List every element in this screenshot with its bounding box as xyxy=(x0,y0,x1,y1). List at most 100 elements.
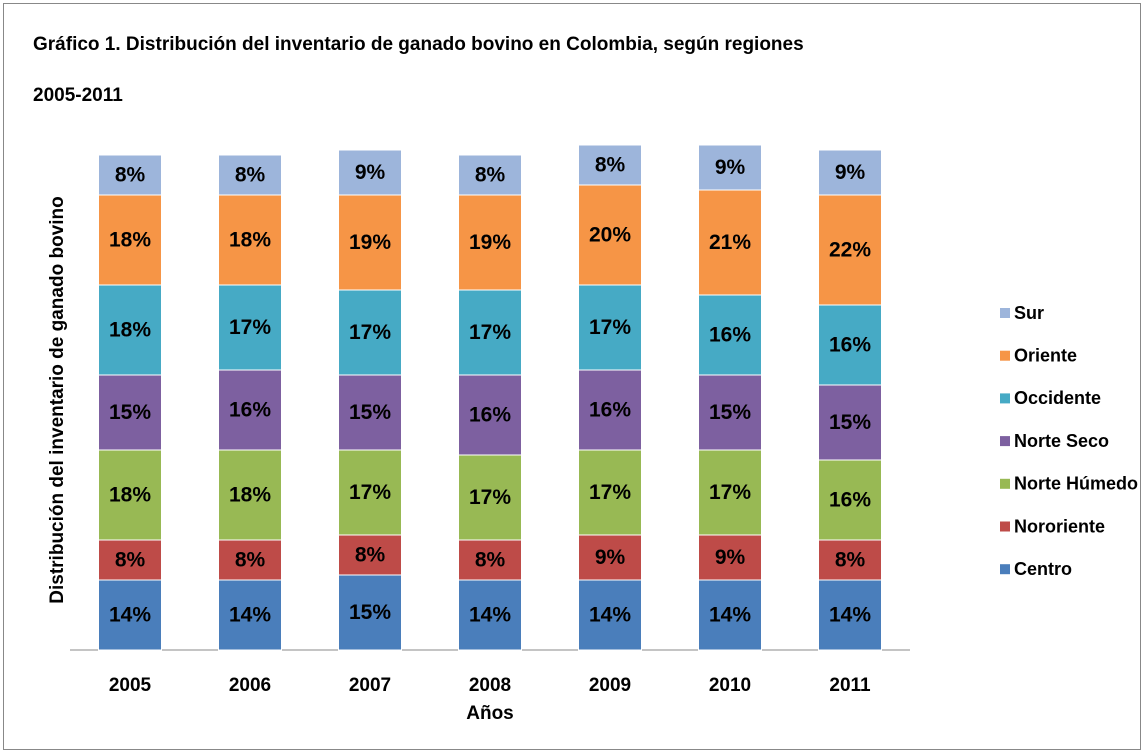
data-label: 16% xyxy=(829,489,871,512)
data-label: 8% xyxy=(475,549,506,572)
data-label: 16% xyxy=(469,404,511,427)
data-label: 9% xyxy=(355,161,386,184)
bar-segment xyxy=(218,539,282,581)
data-label: 17% xyxy=(349,481,391,504)
chart-frame xyxy=(3,3,1141,750)
data-label: 16% xyxy=(229,399,271,422)
bar-segment xyxy=(338,449,402,536)
bar-segment xyxy=(218,449,282,541)
data-label: 15% xyxy=(109,401,151,424)
data-label: 19% xyxy=(349,231,391,254)
bar-segment xyxy=(98,374,162,451)
bar-segment xyxy=(458,454,522,541)
data-label: 20% xyxy=(589,224,631,247)
data-label: 16% xyxy=(709,324,751,347)
bar-segment xyxy=(818,304,882,386)
data-label: 16% xyxy=(829,334,871,357)
bar-segment xyxy=(458,539,522,581)
data-label: 14% xyxy=(229,604,271,627)
bar-segment xyxy=(98,154,162,196)
legend-swatch xyxy=(1000,350,1010,361)
data-label: 8% xyxy=(355,544,386,567)
data-label: 18% xyxy=(109,484,151,507)
legend-swatch xyxy=(1000,308,1010,318)
legend-label: Norte Seco xyxy=(1014,431,1109,451)
bar-segment xyxy=(578,284,642,371)
data-label: 18% xyxy=(109,319,151,342)
data-label: 18% xyxy=(229,484,271,507)
legend-label: Nororiente xyxy=(1014,516,1105,536)
bar-segment xyxy=(578,579,642,651)
bar-segment xyxy=(698,189,762,296)
data-label: 17% xyxy=(469,486,511,509)
bar-segment xyxy=(218,284,282,371)
data-label: 8% xyxy=(235,164,266,187)
bar-segment xyxy=(218,154,282,196)
legend-label: Occidente xyxy=(1014,388,1101,408)
data-label: 16% xyxy=(589,399,631,422)
x-tick-label: 2005 xyxy=(109,675,152,696)
bar-segment xyxy=(578,534,642,581)
data-label: 17% xyxy=(469,321,511,344)
bar-segment xyxy=(338,149,402,196)
bar-segment xyxy=(218,579,282,651)
data-label: 14% xyxy=(109,604,151,627)
legend-swatch xyxy=(1000,564,1010,575)
legend-swatch xyxy=(1000,478,1010,489)
bar-segment xyxy=(458,154,522,196)
legend-swatch xyxy=(1000,393,1010,404)
bar-segment xyxy=(458,194,522,291)
data-label: 17% xyxy=(589,481,631,504)
bar-segment xyxy=(458,289,522,376)
data-label: 17% xyxy=(349,321,391,344)
data-label: 14% xyxy=(589,604,631,627)
bar-segment xyxy=(698,144,762,191)
bar-segment xyxy=(218,194,282,286)
data-label: 17% xyxy=(229,316,271,339)
bar-segment xyxy=(578,449,642,536)
legend-label: Norte Húmedo xyxy=(1014,474,1138,494)
bar-segment xyxy=(98,194,162,286)
bar-segment xyxy=(818,579,882,651)
bar-segment xyxy=(98,284,162,376)
data-label: 14% xyxy=(829,604,871,627)
data-label: 14% xyxy=(469,604,511,627)
bar-segment xyxy=(578,144,642,186)
legend-label: Sur xyxy=(1014,303,1044,323)
data-label: 14% xyxy=(709,604,751,627)
x-tick-label: 2008 xyxy=(469,675,511,696)
x-tick-label: 2006 xyxy=(229,675,271,696)
x-axis-label: Años xyxy=(466,703,514,724)
data-label: 15% xyxy=(349,601,391,624)
chart-subtitle: 2005-2011 xyxy=(33,85,123,106)
data-label: 17% xyxy=(589,316,631,339)
y-axis-label: Distribución del inventario de ganado bo… xyxy=(47,196,68,603)
data-label: 15% xyxy=(349,401,391,424)
data-label: 9% xyxy=(595,546,626,569)
chart-title: Gráfico 1. Distribución del inventario d… xyxy=(33,34,804,55)
bar-segment xyxy=(698,579,762,651)
data-label: 15% xyxy=(829,411,871,434)
data-label: 17% xyxy=(709,481,751,504)
data-label: 18% xyxy=(109,229,151,252)
data-label: 9% xyxy=(715,546,746,569)
bar-segment xyxy=(98,449,162,541)
bar-segment xyxy=(698,294,762,376)
data-label: 9% xyxy=(715,156,746,179)
data-label: 19% xyxy=(469,231,511,254)
bar-segment xyxy=(218,369,282,451)
data-label: 8% xyxy=(475,164,506,187)
x-tick-label: 2009 xyxy=(589,675,631,696)
bar-segment xyxy=(818,459,882,541)
bar-segment xyxy=(698,534,762,581)
bar-segment xyxy=(698,449,762,536)
data-label: 21% xyxy=(709,231,751,254)
data-label: 22% xyxy=(829,239,871,262)
x-tick-label: 2007 xyxy=(349,675,391,696)
x-tick-label: 2010 xyxy=(709,675,751,696)
bar-segment xyxy=(578,184,642,286)
bar-segment xyxy=(338,374,402,451)
legend-label: Oriente xyxy=(1014,345,1077,365)
legend-swatch xyxy=(1000,521,1010,532)
